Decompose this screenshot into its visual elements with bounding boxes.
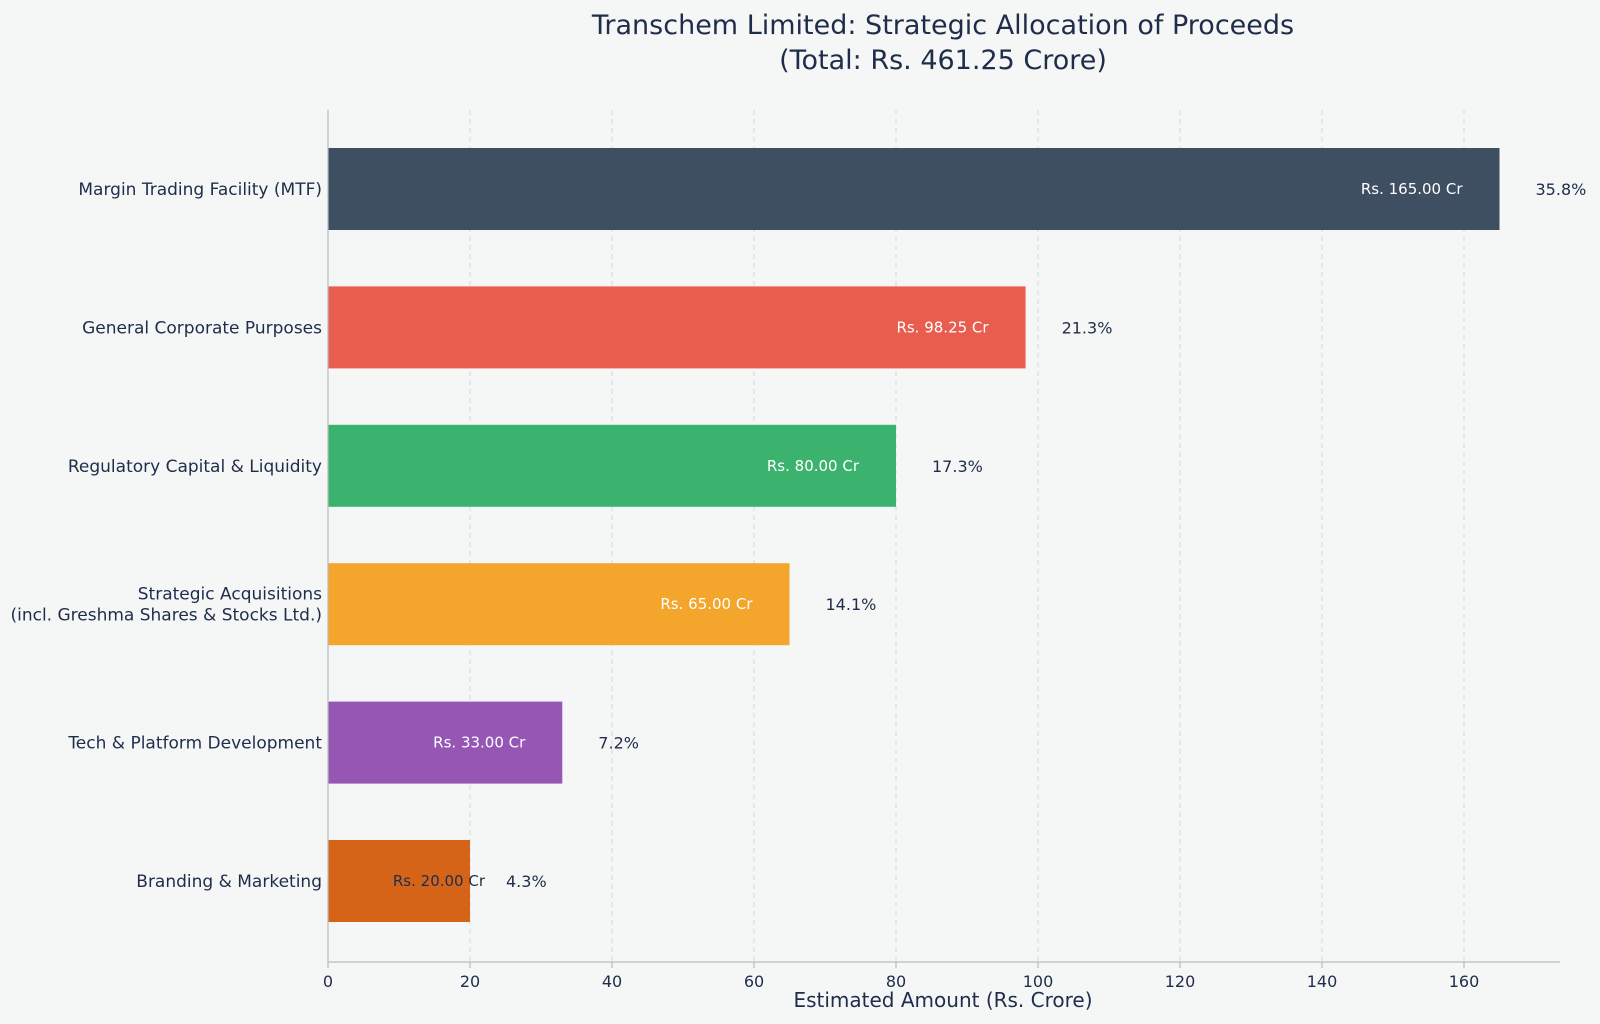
chart-title-group: Transchem Limited: Strategic Allocation … bbox=[591, 10, 1294, 76]
x-tick-label: 120 bbox=[1165, 972, 1196, 991]
x-axis-label: Estimated Amount (Rs. Crore) bbox=[793, 988, 1092, 1012]
x-tick-label: 40 bbox=[602, 972, 622, 991]
bar bbox=[328, 424, 896, 507]
x-tick-label: 140 bbox=[1307, 972, 1338, 991]
value-label: Rs. 80.00 Cr bbox=[767, 457, 860, 475]
y-category-label-line: Strategic Acquisitions bbox=[138, 585, 322, 605]
x-tick-label: 60 bbox=[744, 972, 764, 991]
bar bbox=[328, 148, 1500, 230]
value-label: Rs. 165.00 Cr bbox=[1361, 180, 1464, 198]
y-category-label: Strategic Acquisitions (incl. Greshma Sha… bbox=[10, 585, 322, 626]
value-label: Rs. 20.00 Cr bbox=[393, 872, 486, 890]
y-category-label-line: Tech & Platform Development bbox=[67, 734, 322, 754]
y-category-label: Tech & Platform Development bbox=[67, 734, 322, 754]
percent-label: 17.3% bbox=[932, 457, 983, 476]
chart-subtitle: (Total: Rs. 461.25 Crore) bbox=[779, 45, 1107, 76]
percent-label: 4.3% bbox=[506, 872, 547, 891]
y-category-label-line: Branding & Marketing bbox=[136, 872, 322, 892]
y-category-label-line: (incl. Greshma Shares & Stocks Ltd.) bbox=[10, 606, 322, 626]
data-labels: Margin Trading Facility (MTF) Rs. 165.00 … bbox=[10, 180, 1586, 892]
y-category-label-line: Margin Trading Facility (MTF) bbox=[78, 180, 322, 200]
percent-label: 14.1% bbox=[826, 595, 877, 614]
bar bbox=[328, 563, 790, 646]
value-label: Rs. 33.00 Cr bbox=[433, 734, 526, 752]
percent-label: 7.2% bbox=[598, 734, 639, 753]
axes: 0 20 40 60 80 100 120 140 160 bbox=[323, 110, 1560, 991]
grid-lines bbox=[469, 110, 1465, 962]
y-category-label: Regulatory Capital & Liquidity bbox=[68, 457, 322, 477]
bar bbox=[328, 701, 563, 784]
bar bbox=[328, 840, 470, 922]
y-category-label: Margin Trading Facility (MTF) bbox=[78, 180, 322, 200]
y-category-label-line: General Corporate Purposes bbox=[82, 318, 322, 338]
x-tick-label: 100 bbox=[1023, 972, 1054, 991]
y-category-label: General Corporate Purposes bbox=[82, 318, 322, 338]
x-tick-label: 20 bbox=[460, 972, 480, 991]
value-label: Rs. 98.25 Cr bbox=[896, 318, 989, 336]
x-tick-label: 160 bbox=[1449, 972, 1480, 991]
y-category-label-line: Regulatory Capital & Liquidity bbox=[68, 457, 322, 477]
value-label: Rs. 65.00 Cr bbox=[660, 595, 753, 613]
percent-label: 35.8% bbox=[1536, 180, 1587, 199]
y-category-label: Branding & Marketing bbox=[136, 872, 322, 892]
chart-title: Transchem Limited: Strategic Allocation … bbox=[591, 10, 1294, 41]
x-tick-label: 80 bbox=[886, 972, 906, 991]
bar bbox=[328, 286, 1026, 369]
bars bbox=[328, 148, 1500, 922]
percent-label: 21.3% bbox=[1062, 318, 1113, 337]
x-tick-label: 0 bbox=[323, 972, 333, 991]
